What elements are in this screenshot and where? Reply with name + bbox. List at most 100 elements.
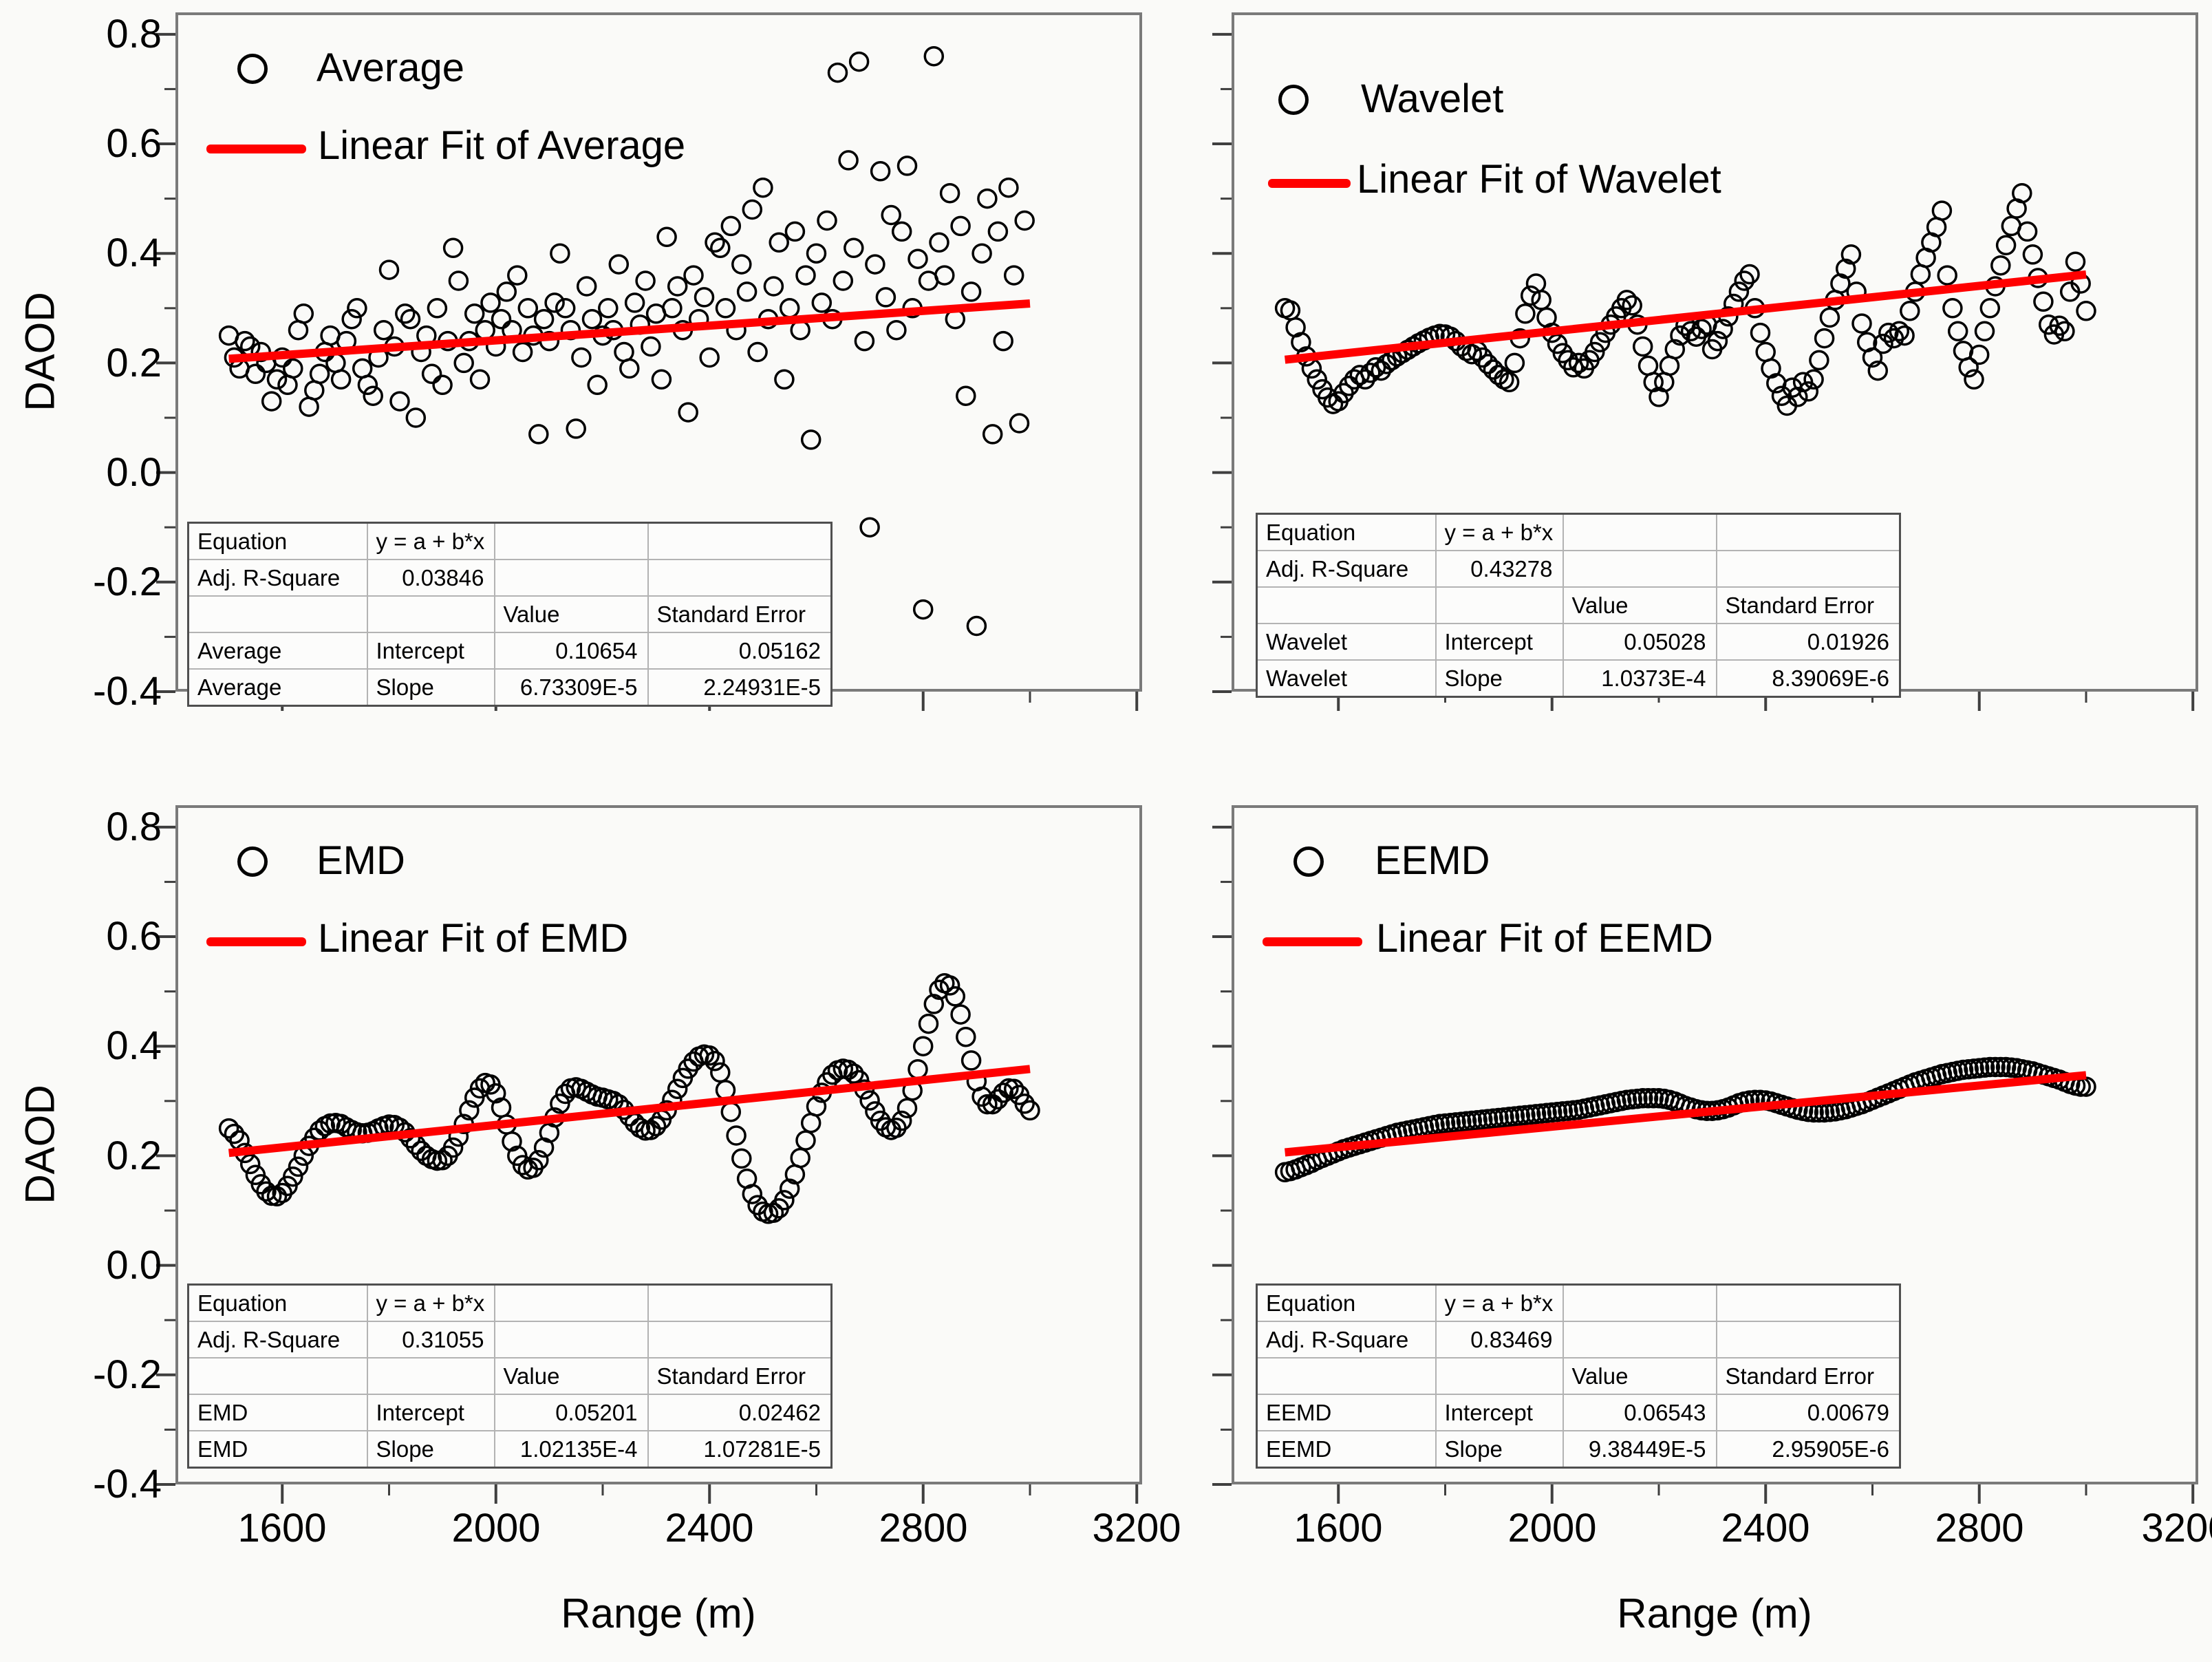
table-cell xyxy=(1715,513,1901,551)
table-cell: 8.39069E-6 xyxy=(1715,659,1901,698)
table-cell xyxy=(1256,586,1437,624)
table-cell xyxy=(187,1357,368,1395)
fit-line-icon xyxy=(1268,179,1351,188)
table-cell: Value xyxy=(1562,586,1717,624)
legend-series-label: EEMD xyxy=(1375,838,1490,883)
y-tick-label: 0.2 xyxy=(106,341,162,385)
table-cell: Adj. R-Square xyxy=(1256,550,1437,588)
table-cell: Intercept xyxy=(366,1394,495,1431)
table-cell: 0.06543 xyxy=(1562,1394,1717,1431)
table-cell xyxy=(187,595,368,633)
x-tick-label: 3200 xyxy=(2141,1506,2212,1551)
table-cell: 0.03846 xyxy=(366,559,495,597)
y-tick-label: 0.2 xyxy=(106,1133,162,1178)
table-cell: Average xyxy=(187,632,368,670)
table-cell: 0.05028 xyxy=(1562,623,1717,661)
table-cell xyxy=(1435,1357,1564,1395)
table-cell: 0.00679 xyxy=(1715,1394,1901,1431)
table-cell: Intercept xyxy=(1435,1394,1564,1431)
table-cell: Equation xyxy=(1256,1283,1437,1322)
table-cell xyxy=(493,559,649,597)
table-cell: 2.24931E-5 xyxy=(647,668,833,707)
table-cell xyxy=(1562,513,1717,551)
legend-fit-label: Linear Fit of Wavelet xyxy=(1357,157,1721,202)
stats-table-wavelet: Equation y = a + b*x Adj. R-Square 0.43278… xyxy=(1256,513,1901,698)
table-cell: 0.31055 xyxy=(366,1321,495,1359)
y-tick-label: 0.8 xyxy=(106,805,162,849)
x-tick-label: 2400 xyxy=(1721,1506,1810,1551)
table-cell: EMD xyxy=(187,1430,368,1469)
table-cell: Adj. R-Square xyxy=(1256,1321,1437,1359)
x-axis-title: Range (m) xyxy=(1617,1590,1812,1637)
fit-line-icon xyxy=(206,145,306,153)
circle-marker-icon xyxy=(237,54,268,84)
table-cell xyxy=(647,1321,833,1359)
table-cell: 0.43278 xyxy=(1435,550,1564,588)
table-cell xyxy=(366,595,495,633)
legend-series-label: EMD xyxy=(316,838,405,883)
table-cell: Equation xyxy=(187,1283,368,1322)
y-tick-label: 0.4 xyxy=(106,1023,162,1068)
table-cell: 0.02462 xyxy=(647,1394,833,1431)
y-tick-label: -0.4 xyxy=(93,669,162,714)
table-cell: Equation xyxy=(187,522,368,560)
table-cell xyxy=(647,522,833,560)
table-cell: 1.0373E-4 xyxy=(1562,659,1717,698)
table-cell: Standard Error xyxy=(1715,1357,1901,1395)
table-cell: 0.05162 xyxy=(647,632,833,670)
legend-fit-label: Linear Fit of Average xyxy=(318,123,686,168)
y-tick-label: 0.6 xyxy=(106,914,162,959)
table-cell: y = a + b*x xyxy=(1435,1283,1564,1322)
table-cell: Standard Error xyxy=(647,595,833,633)
table-cell: 0.83469 xyxy=(1435,1321,1564,1359)
table-cell: Value xyxy=(493,595,649,633)
table-cell: 1.02135E-4 xyxy=(493,1430,649,1469)
table-cell: Average xyxy=(187,668,368,707)
circle-marker-icon xyxy=(237,846,268,877)
table-cell: Intercept xyxy=(1435,623,1564,661)
table-cell: y = a + b*x xyxy=(366,522,495,560)
table-cell: Slope xyxy=(366,1430,495,1469)
table-cell: 1.07281E-5 xyxy=(647,1430,833,1469)
fit-line-icon xyxy=(1263,937,1362,946)
legend-series-label: Average xyxy=(316,45,464,90)
table-cell xyxy=(366,1357,495,1395)
stats-table-eemd: Equation y = a + b*x Adj. R-Square 0.83469… xyxy=(1256,1283,1901,1469)
x-tick-label: 2400 xyxy=(665,1506,754,1551)
y-tick-label: 0.4 xyxy=(106,231,162,275)
y-tick-label: 0.0 xyxy=(106,1243,162,1288)
table-cell: 0.10654 xyxy=(493,632,649,670)
table-cell xyxy=(1562,550,1717,588)
y-tick-label: -0.4 xyxy=(93,1462,162,1506)
table-cell xyxy=(1562,1283,1717,1322)
average-scatter-plot xyxy=(156,12,1142,711)
table-cell xyxy=(647,559,833,597)
table-cell: Value xyxy=(493,1357,649,1395)
x-tick-label: 2000 xyxy=(451,1506,541,1551)
y-tick-label: -0.2 xyxy=(93,560,162,604)
table-cell: 0.01926 xyxy=(1715,623,1901,661)
x-tick-label: 2800 xyxy=(879,1506,968,1551)
table-cell: Value xyxy=(1562,1357,1717,1395)
table-cell xyxy=(1715,550,1901,588)
stats-table-average: Equation y = a + b*x Adj. R-Square 0.03846… xyxy=(187,522,833,707)
legend-series-label: Wavelet xyxy=(1361,76,1504,121)
emd-scatter-plot xyxy=(156,805,1142,1504)
circle-marker-icon xyxy=(1293,846,1324,877)
x-tick-label: 1600 xyxy=(237,1506,327,1551)
table-cell: Wavelet xyxy=(1256,623,1437,661)
legend-fit-label: Linear Fit of EMD xyxy=(318,916,629,961)
wavelet-scatter-plot xyxy=(1212,12,2198,711)
x-tick-label: 2000 xyxy=(1507,1506,1597,1551)
table-cell: EEMD xyxy=(1256,1430,1437,1469)
table-cell: Slope xyxy=(1435,1430,1564,1469)
table-cell: Standard Error xyxy=(647,1357,833,1395)
x-tick-label: 3200 xyxy=(1092,1506,1181,1551)
table-cell: Adj. R-Square xyxy=(187,1321,368,1359)
legend-fit-label: Linear Fit of EEMD xyxy=(1376,916,1713,961)
x-tick-label: 1600 xyxy=(1293,1506,1383,1551)
table-cell xyxy=(493,1321,649,1359)
table-cell xyxy=(493,1283,649,1322)
table-cell: Slope xyxy=(1435,659,1564,698)
